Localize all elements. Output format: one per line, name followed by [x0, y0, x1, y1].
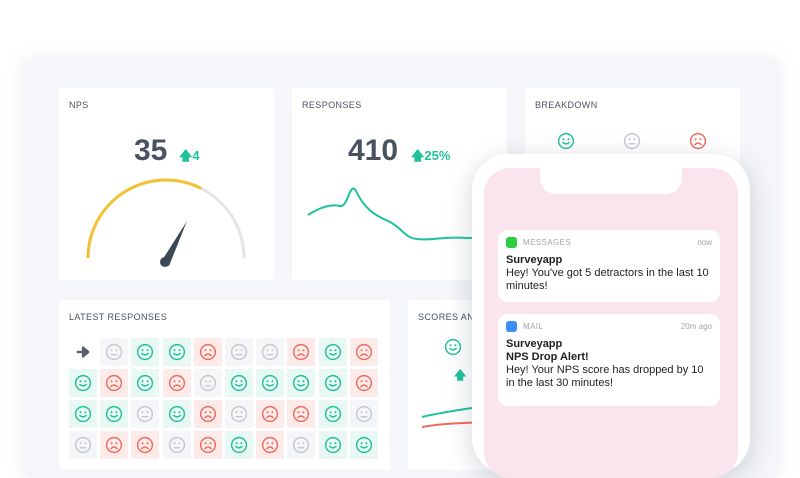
neutral-face-icon	[225, 400, 253, 428]
smile-icon	[69, 400, 97, 428]
gauge-fill	[86, 178, 203, 259]
nps-delta-value: 4	[192, 148, 200, 163]
frown-icon	[349, 338, 378, 366]
smile-icon	[318, 369, 347, 397]
smile-icon	[318, 400, 347, 428]
neutral-face-icon	[69, 431, 97, 459]
notification-app-name: MAIL	[523, 321, 544, 331]
nps-delta: 🡅4	[179, 147, 200, 169]
smile-icon	[162, 338, 191, 366]
notification-body: Hey! Your NPS score has dropped by 10 in…	[506, 364, 704, 389]
notification-time: 20m ago	[680, 321, 712, 331]
nps-label: NPS	[69, 100, 89, 110]
mail-app-icon	[506, 320, 517, 332]
up-arrow-icon: 🡅	[411, 148, 425, 163]
responses-delta: 🡅25%	[411, 147, 450, 169]
nps-score: 35	[134, 134, 168, 167]
neutral-face-icon	[287, 431, 316, 459]
phone-screen: MESSAGES now Surveyapp Hey! You've got 5…	[484, 168, 738, 478]
frown-icon	[287, 400, 316, 428]
smile-icon	[225, 369, 253, 397]
nps-gauge	[86, 178, 246, 267]
frown-icon	[193, 400, 222, 428]
phone-mockup: MESSAGES now Surveyapp Hey! You've got 5…	[472, 154, 750, 478]
up-arrow-icon: 🡅	[454, 368, 467, 382]
notification-body: Hey! You've got 5 detractors in the last…	[506, 267, 709, 292]
responses-sparkline	[307, 187, 507, 241]
responses-card: RESPONSES 410 🡅25%	[292, 88, 507, 280]
latest-responses-card: LATEST RESPONSES	[59, 300, 390, 470]
messages-app-icon	[506, 236, 517, 248]
mail-notification[interactable]: MAIL 20m ago Surveyapp NPS Drop Alert! H…	[498, 314, 720, 406]
frown-icon	[193, 431, 222, 459]
frown-icon	[162, 369, 191, 397]
frown-icon	[193, 338, 222, 366]
smile-icon	[349, 431, 378, 459]
neutral-face-icon	[193, 369, 222, 397]
smile-icon	[287, 369, 316, 397]
phone-notch	[540, 168, 682, 194]
notification-subtitle: NPS Drop Alert!	[506, 351, 589, 363]
frown-icon	[131, 431, 160, 459]
responses-label: RESPONSES	[302, 100, 362, 110]
frown-icon	[256, 431, 285, 459]
frown-icon	[349, 369, 378, 397]
messages-notification[interactable]: MESSAGES now Surveyapp Hey! You've got 5…	[498, 230, 720, 302]
responses-delta-value: 25%	[424, 148, 451, 163]
notification-time: now	[697, 237, 712, 247]
neutral-face-icon	[100, 338, 129, 366]
gauge-needle	[161, 221, 187, 266]
smile-icon	[69, 369, 97, 397]
latest-responses-label: LATEST RESPONSES	[69, 312, 168, 322]
smile-icon	[318, 338, 347, 366]
notification-title: Surveyapp	[506, 254, 563, 266]
breakdown-positive-icon	[557, 132, 575, 155]
breakdown-negative-icon	[689, 132, 707, 155]
smile-icon	[318, 431, 347, 459]
smile-icon	[100, 400, 129, 428]
breakdown-neutral-icon	[623, 132, 641, 155]
frown-icon	[100, 431, 129, 459]
frown-icon	[256, 400, 285, 428]
smile-icon	[131, 338, 160, 366]
neutral-face-icon	[131, 400, 160, 428]
nps-card: NPS 35 🡅4	[59, 88, 274, 280]
smile-icon	[225, 431, 253, 459]
breakdown-label: BREAKDOWN	[535, 100, 598, 110]
neutral-face-icon	[256, 338, 285, 366]
neutral-face-icon	[225, 338, 253, 366]
notification-title: Surveyapp	[506, 338, 563, 350]
scores-label: SCORES AND	[418, 312, 482, 322]
notification-app-name: MESSAGES	[523, 237, 572, 247]
neutral-face-icon	[162, 431, 191, 459]
responses-count: 410	[348, 134, 399, 167]
neutral-face-icon	[349, 400, 378, 428]
up-arrow-icon: 🡅	[179, 148, 193, 163]
smile-icon	[131, 369, 160, 397]
frown-icon	[287, 338, 316, 366]
smile-icon	[162, 400, 191, 428]
scores-smile-icon	[444, 338, 462, 361]
frown-icon	[100, 369, 129, 397]
smile-icon	[256, 369, 285, 397]
arrow-right-icon	[69, 338, 97, 366]
